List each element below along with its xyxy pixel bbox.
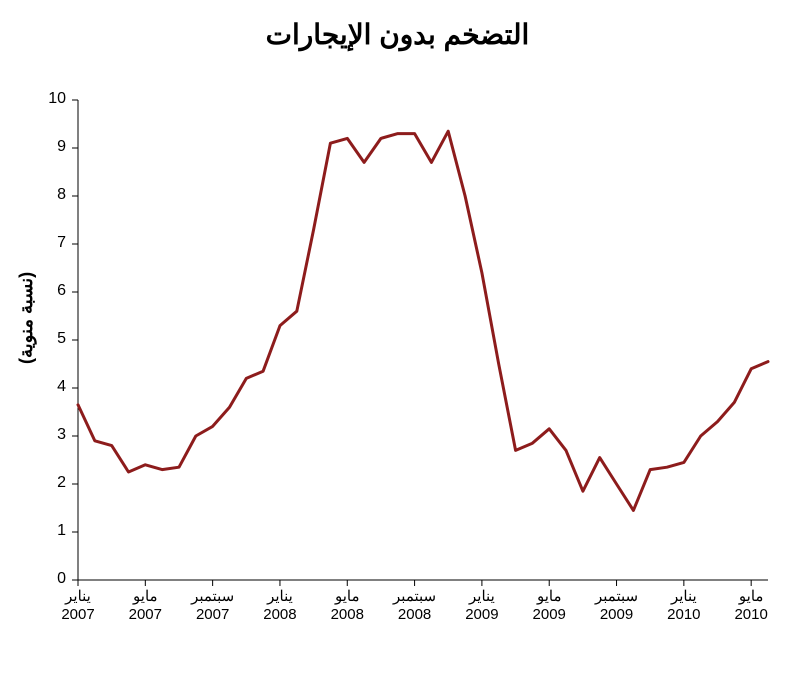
x-tick-label: مايو2008 — [313, 588, 381, 624]
y-tick-label: 9 — [42, 138, 66, 156]
x-tick-year: 2009 — [583, 606, 651, 624]
x-tick-year: 2007 — [179, 606, 247, 624]
x-tick-month: يناير — [448, 588, 516, 606]
x-tick-month: يناير — [650, 588, 718, 606]
y-tick-label: 0 — [42, 570, 66, 588]
x-tick-year: 2010 — [717, 606, 785, 624]
y-tick-label: 5 — [42, 330, 66, 348]
x-tick-label: سبتمبر2007 — [179, 588, 247, 624]
y-tick-label: 2 — [42, 474, 66, 492]
x-tick-month: سبتمبر — [381, 588, 449, 606]
y-tick-label: 10 — [42, 90, 66, 108]
x-tick-label: يناير2009 — [448, 588, 516, 624]
y-tick-label: 4 — [42, 378, 66, 396]
x-tick-month: يناير — [44, 588, 112, 606]
x-tick-label: يناير2010 — [650, 588, 718, 624]
x-tick-label: مايو2009 — [515, 588, 583, 624]
x-tick-month: سبتمبر — [179, 588, 247, 606]
y-tick-label: 1 — [42, 522, 66, 540]
x-tick-year: 2007 — [44, 606, 112, 624]
y-tick-label: 6 — [42, 282, 66, 300]
chart-svg — [0, 0, 795, 687]
y-tick-label: 8 — [42, 186, 66, 204]
x-tick-label: يناير2008 — [246, 588, 314, 624]
x-tick-year: 2009 — [448, 606, 516, 624]
x-tick-label: يناير2007 — [44, 588, 112, 624]
x-tick-label: مايو2007 — [111, 588, 179, 624]
x-tick-year: 2008 — [381, 606, 449, 624]
x-tick-label: مايو2010 — [717, 588, 785, 624]
x-tick-year: 2008 — [313, 606, 381, 624]
x-tick-year: 2008 — [246, 606, 314, 624]
x-tick-month: يناير — [246, 588, 314, 606]
x-tick-year: 2007 — [111, 606, 179, 624]
x-tick-year: 2010 — [650, 606, 718, 624]
x-tick-month: مايو — [313, 588, 381, 606]
x-tick-label: سبتمبر2008 — [381, 588, 449, 624]
x-tick-month: مايو — [717, 588, 785, 606]
x-tick-month: سبتمبر — [583, 588, 651, 606]
x-tick-label: سبتمبر2009 — [583, 588, 651, 624]
x-tick-month: مايو — [111, 588, 179, 606]
x-tick-year: 2009 — [515, 606, 583, 624]
chart-page: { "chart": { "type": "line", "title": "ا… — [0, 0, 795, 687]
x-tick-month: مايو — [515, 588, 583, 606]
y-tick-label: 7 — [42, 234, 66, 252]
y-tick-label: 3 — [42, 426, 66, 444]
